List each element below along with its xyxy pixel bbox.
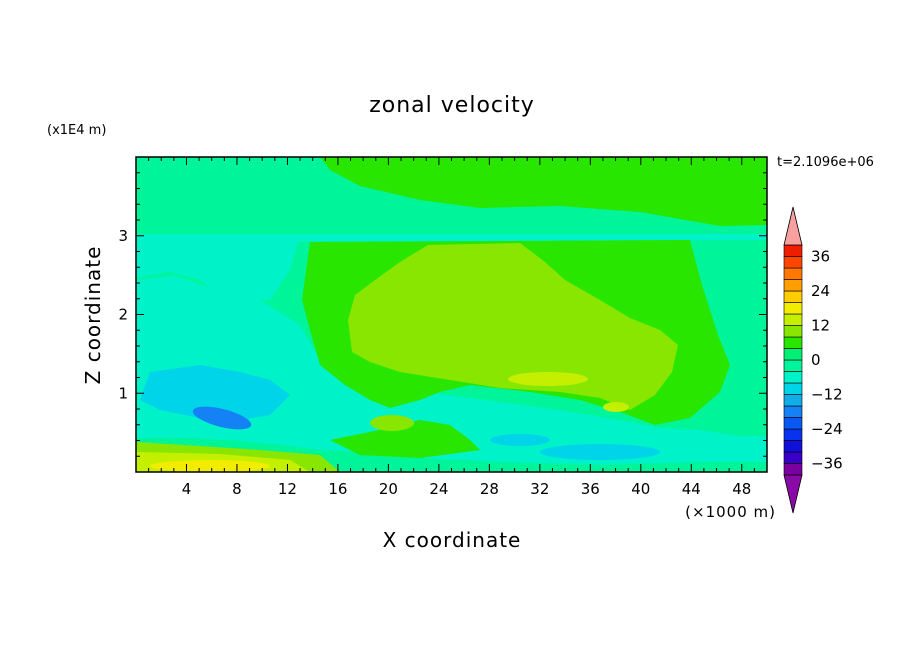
colorbar-swatch — [783, 267, 803, 280]
colorbar-label: 36 — [811, 248, 830, 266]
x-tick-label: 40 — [631, 480, 650, 498]
x-tick-label: 12 — [278, 480, 297, 498]
colorbar-swatch — [783, 359, 803, 372]
colorbar-swatch — [783, 371, 803, 384]
colorbar: 36 24 12 0 −12 −24 −36 — [783, 206, 843, 514]
y-axis: 1 2 3 — [118, 172, 767, 457]
colorbar-label: −12 — [811, 386, 843, 404]
colorbar-under-arrow — [783, 474, 803, 514]
contour-neg8-bottom — [540, 444, 660, 460]
y-axis-label: Z coordinate — [81, 246, 105, 385]
x-tick-label: 36 — [581, 480, 600, 498]
x-tick-label: 20 — [379, 480, 398, 498]
colorbar-swatch — [783, 405, 803, 418]
contour-neg8-mid — [490, 434, 550, 446]
colorbar-swatch — [783, 279, 803, 292]
colorbar-swatch — [783, 290, 803, 303]
contour-cyan-wedge — [136, 236, 300, 300]
contour-core-positive — [348, 243, 678, 410]
colorbar-swatch — [783, 313, 803, 326]
colorbar-label: 0 — [811, 351, 821, 369]
contour-neg12-blob — [192, 406, 252, 430]
contour-bottom-pos12 — [150, 460, 270, 472]
contour-pos4-lower — [370, 415, 414, 431]
colorbar-label: 12 — [811, 317, 830, 335]
colorbar-swatch — [783, 463, 803, 476]
contour-upper-green — [320, 157, 767, 226]
x-tick-label: 28 — [480, 480, 499, 498]
y-tick-label: 1 — [118, 384, 128, 402]
x-tick-label: 4 — [182, 480, 192, 498]
contour-neg8-left — [140, 365, 290, 420]
colorbar-swatch — [783, 302, 803, 315]
time-label: t=2.1096e+06 — [777, 155, 874, 170]
colorbar-swatch — [783, 440, 803, 453]
colorbar-swatch — [783, 348, 803, 361]
x-tick-label: 8 — [232, 480, 242, 498]
colorbar-swatch — [783, 382, 803, 395]
colorbar-label: −24 — [811, 420, 843, 438]
x-axis: 4 8 12 16 20 24 28 32 36 40 44 48 — [148, 157, 755, 498]
contour-pos8-blob — [508, 372, 588, 386]
contour-field — [136, 157, 767, 472]
colorbar-swatch — [783, 256, 803, 269]
x-axis-label: X coordinate — [383, 528, 522, 552]
x-tick-label: 48 — [732, 480, 751, 498]
x-tick-label: 16 — [328, 480, 347, 498]
y-unit-label: (x1E4 m) — [47, 123, 106, 138]
colorbar-label: −36 — [811, 455, 843, 473]
colorbar-swatch — [783, 244, 803, 257]
colorbar-over-arrow — [783, 206, 803, 246]
colorbar-swatch — [783, 336, 803, 349]
x-unit-label: (×1000 m) — [685, 503, 776, 521]
colorbar-label: 24 — [811, 282, 830, 300]
x-tick-label: 44 — [682, 480, 701, 498]
x-tick-label: 24 — [429, 480, 448, 498]
colorbar-swatch — [783, 451, 803, 464]
contour-band-3 — [136, 234, 767, 242]
colorbar-swatch — [783, 325, 803, 338]
colorbar-swatch — [783, 417, 803, 430]
y-tick-label: 3 — [118, 227, 128, 245]
chart-title: zonal velocity — [369, 93, 535, 118]
colorbar-swatch — [783, 428, 803, 441]
contour-cyan-left — [136, 275, 767, 465]
x-tick-label: 32 — [530, 480, 549, 498]
contour-pos8-small — [603, 402, 629, 412]
colorbar-swatch — [783, 394, 803, 407]
y-tick-label: 2 — [118, 306, 128, 324]
contour-green-bottom — [330, 420, 480, 458]
